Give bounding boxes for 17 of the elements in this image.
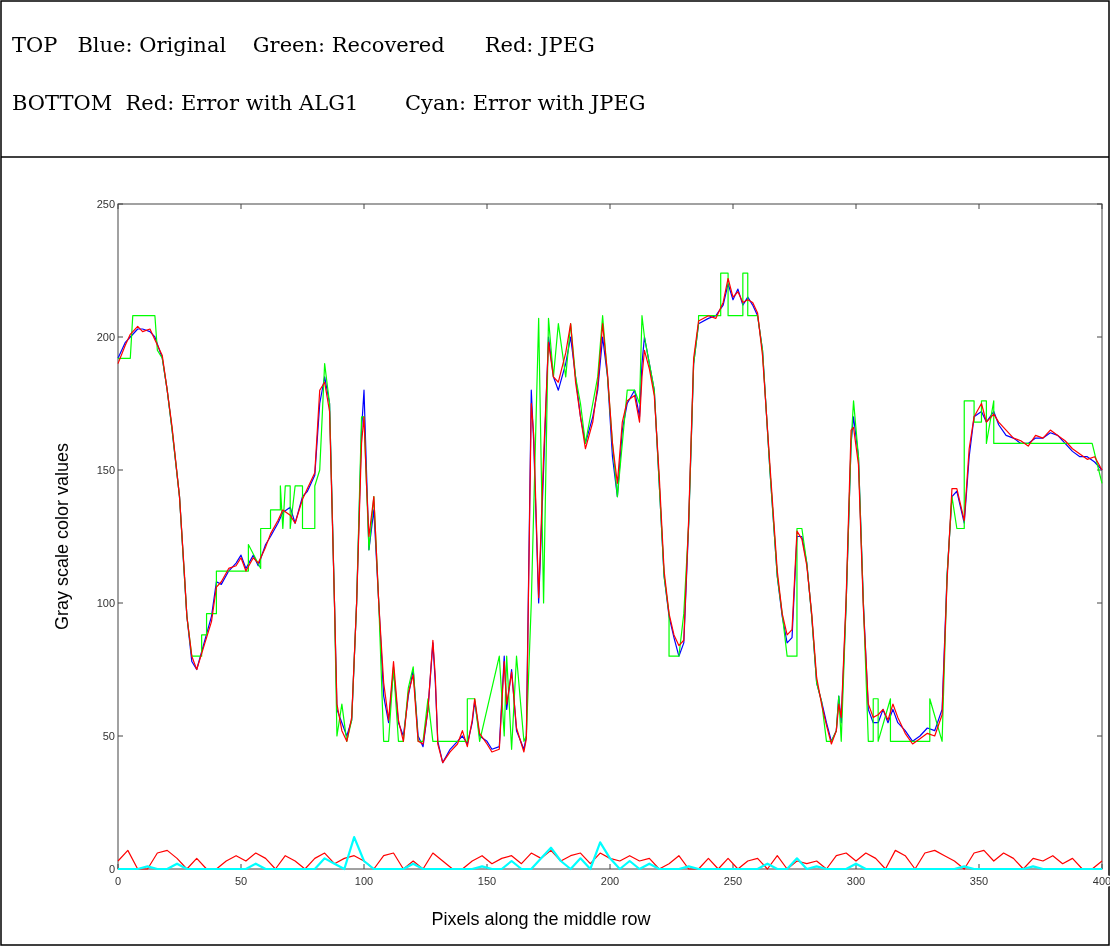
- y-axis-title: Gray scale color values: [52, 442, 72, 631]
- y-tick-label: 150: [96, 464, 115, 476]
- y-tick-label: 100: [96, 597, 115, 609]
- x-tick-label: 300: [846, 875, 866, 887]
- x-tick-label: 100: [354, 875, 374, 887]
- x-tick-label: 350: [969, 875, 989, 887]
- y-tick-label: 0: [108, 863, 115, 875]
- x-tick-label: 250: [723, 875, 743, 887]
- chart-subtitle: BOTTOM Red: Error with ALG1 Cyan: Error with JPEG: [12, 91, 646, 115]
- y-tick-label: 200: [96, 331, 115, 343]
- x-tick-label: 50: [234, 875, 248, 887]
- x-axis-title: Pixels along the middle row: [431, 909, 652, 929]
- y-tick-label: 50: [102, 730, 115, 742]
- y-tick-label: 250: [96, 198, 115, 210]
- x-tick-label: 200: [600, 875, 620, 887]
- chart-title: TOP Blue: Original Green: Recovered Red: JPEG: [12, 33, 595, 57]
- x-tick-label: 150: [477, 875, 497, 887]
